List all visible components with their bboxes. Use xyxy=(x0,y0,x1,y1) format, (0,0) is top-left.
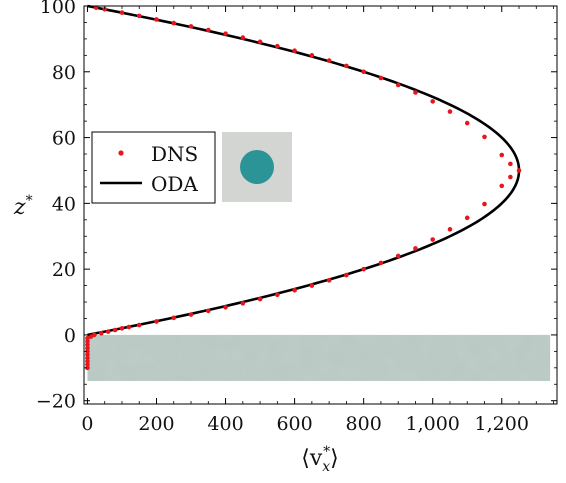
y-tick-label: −20 xyxy=(36,391,76,413)
dns-point xyxy=(85,339,90,344)
dns-point xyxy=(223,31,228,36)
dns-point xyxy=(85,352,90,357)
dns-point xyxy=(275,292,280,298)
dns-point xyxy=(240,35,246,40)
dns-point xyxy=(508,161,513,167)
dns-point xyxy=(85,349,90,354)
dns-point xyxy=(85,342,90,348)
dns-point xyxy=(309,283,315,288)
dns-point xyxy=(257,296,263,302)
dns-point xyxy=(326,58,332,63)
dns-point xyxy=(102,6,108,12)
y-tick-label: 0 xyxy=(64,325,76,347)
dns-point xyxy=(413,90,418,95)
dns-point xyxy=(205,308,211,314)
dns-point xyxy=(85,335,90,341)
x-tick-label: 0 xyxy=(81,413,93,435)
dns-point xyxy=(326,278,332,283)
dns-point xyxy=(154,17,159,22)
bed-texture xyxy=(87,334,551,381)
axes xyxy=(83,5,558,405)
y-axis-label: z* xyxy=(13,193,33,220)
dns-point xyxy=(136,13,142,19)
dns-point xyxy=(482,201,487,207)
dns-point xyxy=(85,345,90,351)
dns-point xyxy=(292,48,297,54)
dns-point xyxy=(240,301,246,306)
dns-point xyxy=(361,266,366,272)
legend: DNS ODA xyxy=(91,131,216,204)
dns-point xyxy=(482,134,487,140)
dns-point xyxy=(464,215,470,221)
legend-box xyxy=(91,131,216,204)
legend-dns-marker xyxy=(118,150,124,156)
dns-point xyxy=(171,20,177,26)
dns-point xyxy=(499,152,505,158)
dns-point xyxy=(205,27,211,33)
dns-point xyxy=(92,332,97,338)
porous-bed-region xyxy=(87,334,551,381)
y-tick-label: 40 xyxy=(52,193,76,215)
dns-point xyxy=(85,355,90,361)
dns-point xyxy=(378,260,384,266)
dns-point xyxy=(119,326,125,331)
x-tick-label: 600 xyxy=(276,413,312,435)
dns-point xyxy=(154,319,159,324)
dns-series xyxy=(85,5,522,371)
axis-labels: ⟨vx*⟩ z* xyxy=(13,193,339,475)
dns-point xyxy=(105,329,111,334)
dns-point xyxy=(309,53,315,58)
dns-point xyxy=(119,10,125,15)
dns-point xyxy=(430,237,436,242)
y-tick-label: 100 xyxy=(40,0,76,18)
x-tick-label: 1,200 xyxy=(475,413,529,435)
dns-point xyxy=(188,24,194,29)
dns-point xyxy=(136,322,142,328)
dns-point xyxy=(430,99,436,104)
x-tick-label: 800 xyxy=(346,413,382,435)
dns-point xyxy=(188,312,194,317)
dns-point xyxy=(85,362,90,367)
dns-point xyxy=(447,109,453,114)
dns-point xyxy=(85,365,90,371)
x-tick-label: 200 xyxy=(138,413,174,435)
dns-point xyxy=(413,246,418,251)
dns-point xyxy=(508,174,513,180)
dns-point xyxy=(292,287,297,293)
dns-point xyxy=(171,315,177,321)
dns-point xyxy=(395,82,401,88)
legend-oda-label: ODA xyxy=(151,172,198,196)
dns-point xyxy=(447,227,453,232)
particle-icon xyxy=(240,150,274,184)
dns-point xyxy=(126,324,132,330)
dns-point xyxy=(257,39,263,45)
y-tick-label: 80 xyxy=(52,62,76,84)
dns-point xyxy=(223,304,228,310)
dns-point xyxy=(395,253,401,259)
dns-point xyxy=(499,183,505,189)
y-tick-label: 60 xyxy=(52,128,76,150)
x-axis-label: ⟨vx*⟩ xyxy=(301,444,339,475)
dns-point xyxy=(344,63,349,69)
x-tick-label: 400 xyxy=(207,413,243,435)
particle-inset xyxy=(222,132,292,202)
dns-point xyxy=(112,327,118,333)
dns-point xyxy=(516,168,522,173)
dns-point xyxy=(344,272,349,278)
plot-frame xyxy=(83,5,558,405)
dns-point xyxy=(361,69,366,75)
dns-point xyxy=(98,330,104,336)
legend-dns-label: DNS xyxy=(151,142,198,166)
dns-point xyxy=(464,120,470,126)
dns-point xyxy=(85,358,90,364)
y-tick-label: 20 xyxy=(52,259,76,281)
dns-point xyxy=(275,43,280,49)
dns-point xyxy=(378,75,384,81)
x-tick-label: 1,000 xyxy=(406,413,460,435)
